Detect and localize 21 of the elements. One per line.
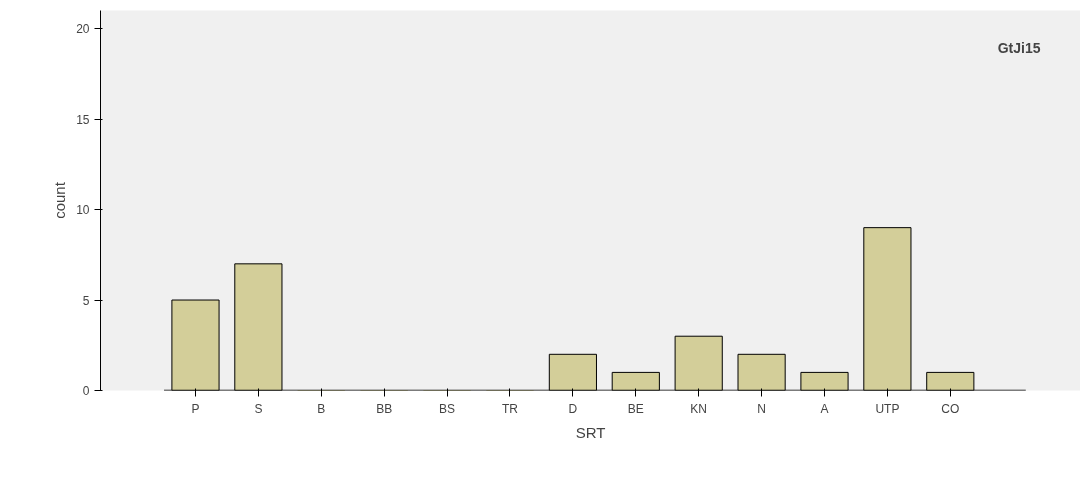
y-axis-title: count (51, 181, 69, 219)
x-tick-label: P (191, 401, 200, 416)
y-tick-label: 10 (76, 203, 90, 218)
x-tick-label: TR (501, 401, 519, 416)
x-tick-label: S (254, 401, 263, 416)
y-tick-label: 5 (82, 293, 90, 308)
x-tick-label: BS (439, 401, 456, 416)
x-tick-label: KN (690, 401, 708, 416)
x-tick-label: BE (627, 401, 644, 416)
x-tick-label: BB (376, 401, 393, 416)
x-axis-title: SRT (575, 423, 606, 441)
x-tick-label: B (317, 401, 326, 416)
y-tick-label: 20 (76, 22, 90, 37)
x-tick-label: A (820, 401, 829, 416)
y-tick-label: 15 (76, 112, 90, 127)
annotation: GtJi15 (997, 39, 1041, 56)
y-tick-label: 0 (82, 384, 90, 398)
x-tick-label: N (757, 401, 766, 416)
x-tick-label: UTP (875, 401, 900, 416)
x-tick-label: CO (941, 401, 960, 416)
x-tick-label: D (568, 401, 578, 416)
